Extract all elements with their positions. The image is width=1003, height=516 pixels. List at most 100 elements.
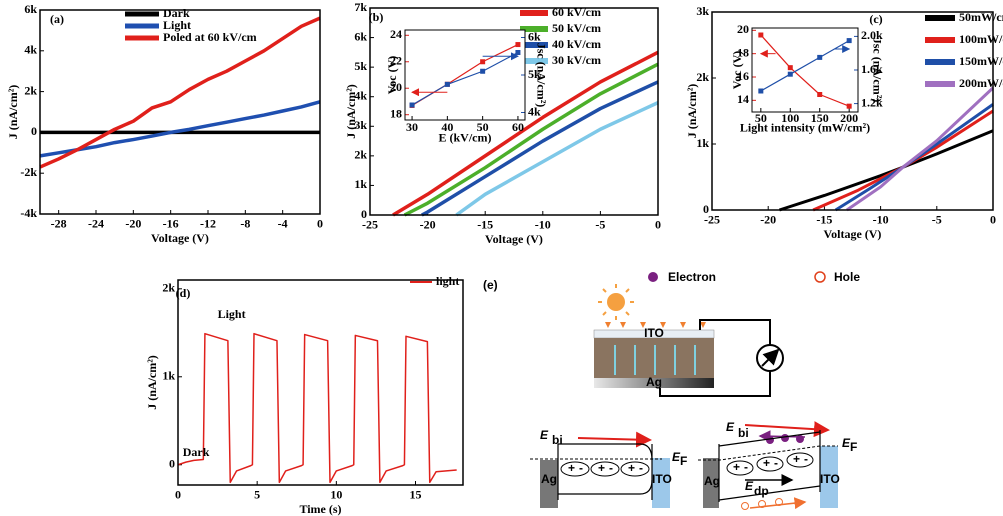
charge: + — [733, 460, 740, 474]
x-tick-label: 100 — [781, 111, 799, 125]
ag-text: Ag — [704, 474, 720, 488]
x-tick-label: 0 — [317, 217, 323, 231]
plot-frame — [404, 29, 526, 121]
marker — [515, 42, 521, 48]
marker — [817, 92, 823, 97]
y-tick-label: 14 — [737, 92, 749, 106]
depol-sub: dp — [754, 484, 769, 498]
marker — [409, 102, 415, 108]
series-line — [403, 62, 659, 217]
series-line — [411, 51, 519, 106]
light-arrows — [605, 322, 706, 328]
panel-label: (a) — [50, 12, 64, 26]
band-left: E bi Ag ITO E F + - + - + - — [530, 428, 687, 508]
y-tick-label: 16 — [737, 69, 749, 83]
x-tick-label: -5 — [595, 218, 605, 232]
depol-label: E — [745, 479, 754, 493]
y-axis-label: J (nA/cm²) — [6, 85, 20, 140]
x-tick-label: -25 — [704, 213, 720, 227]
charge: + — [598, 461, 605, 475]
legend-text: Light — [163, 18, 191, 32]
ag-electrode — [540, 460, 558, 508]
legend-text: 50 kV/cm — [552, 21, 601, 35]
y2-tick-label: 6k — [528, 29, 541, 43]
x-tick-label: -8 — [240, 217, 250, 231]
y-tick-label: 0 — [703, 202, 709, 216]
y-tick-label: 20 — [390, 80, 402, 94]
y-tick-label: 7k — [354, 0, 367, 14]
legend-text: 150mW/cm² — [959, 54, 1003, 68]
legend-text: 50mW/cm² — [959, 10, 1003, 24]
panel-label: (e) — [483, 278, 498, 292]
charge: - — [744, 460, 748, 474]
y-tick-label: 2k — [24, 83, 37, 97]
legend-text: Hole — [834, 270, 860, 284]
plot-frame — [751, 27, 859, 113]
y-tick-label: -2k — [20, 165, 37, 179]
y2-axis-label: Jsc (nA/cm²) — [534, 43, 548, 108]
y-tick-label: 20 — [737, 22, 749, 36]
ito-text: ITO — [652, 472, 672, 486]
plot-frame — [711, 11, 994, 211]
charge: + — [568, 461, 575, 475]
x-tick-label: 40 — [441, 120, 453, 134]
x-axis-label: Voltage (V) — [824, 227, 882, 241]
legend-text: 100mW/cm² — [959, 32, 1003, 46]
legend-text: 40 kV/cm — [552, 37, 601, 51]
marker — [515, 50, 521, 55]
x-axis-label: Light intensity (mW/cm²) — [740, 121, 870, 135]
charges: + - + - + - — [560, 461, 650, 477]
y-axis-label: J (nA/cm²) — [685, 84, 699, 139]
marker — [787, 71, 793, 77]
inset-background — [752, 28, 858, 112]
band-right: E bi Ag ITO E F + - + - + - — [698, 420, 857, 510]
inset-background — [405, 30, 525, 120]
series-line — [778, 129, 994, 212]
field-arrow — [577, 431, 652, 448]
charge: - — [639, 461, 643, 475]
ag-electrode — [703, 458, 719, 508]
legend-text: 60 kV/cm — [552, 5, 601, 19]
y2-tick-label: 1.6k — [861, 62, 883, 76]
ag-text: Ag — [541, 472, 557, 486]
x-tick-label: 50 — [477, 120, 489, 134]
x-tick-label: 0 — [990, 213, 996, 227]
y-tick-label: 3k — [354, 118, 367, 132]
y2-tick-label: 1.2k — [861, 95, 883, 109]
band-wall — [557, 444, 653, 500]
legend-text: light — [436, 274, 459, 288]
band-wall — [718, 430, 821, 502]
plot-frame — [369, 7, 659, 216]
fermi-sub: F — [850, 440, 857, 454]
y2-tick-label: 5k — [528, 67, 541, 81]
y-tick-label: 0 — [31, 124, 37, 138]
panel-label: (c) — [869, 12, 882, 26]
x-tick-label: -16 — [163, 217, 179, 231]
y-axis-label: Voc (V) — [385, 56, 399, 95]
y-tick-label: 2k — [162, 281, 175, 295]
y-tick-label: 3k — [696, 4, 709, 18]
y-tick-label: 1k — [354, 177, 367, 191]
charge: - — [579, 461, 583, 475]
x-tick-label: 200 — [840, 111, 858, 125]
device: ITO Ag — [593, 284, 784, 397]
charge: + — [793, 452, 800, 466]
ag-layer — [594, 378, 714, 388]
marker — [787, 65, 793, 71]
sun-rays — [598, 284, 634, 320]
ito-electrode — [820, 446, 838, 508]
y-tick-label: 2k — [354, 148, 367, 162]
y-tick-label: 1k — [162, 369, 175, 383]
marker — [480, 59, 486, 65]
legend-text: 30 kV/cm — [552, 53, 601, 67]
series-line — [760, 34, 850, 107]
marker — [846, 38, 852, 44]
y-tick-label: 4k — [24, 43, 37, 57]
marker — [817, 54, 823, 60]
y-tick-label: 0 — [169, 457, 175, 471]
band-edge — [718, 431, 821, 501]
x-axis-label: Voltage (V) — [485, 232, 543, 246]
x-tick-label: -10 — [535, 218, 551, 232]
x-tick-label: 0 — [655, 218, 661, 232]
sun — [607, 293, 625, 311]
